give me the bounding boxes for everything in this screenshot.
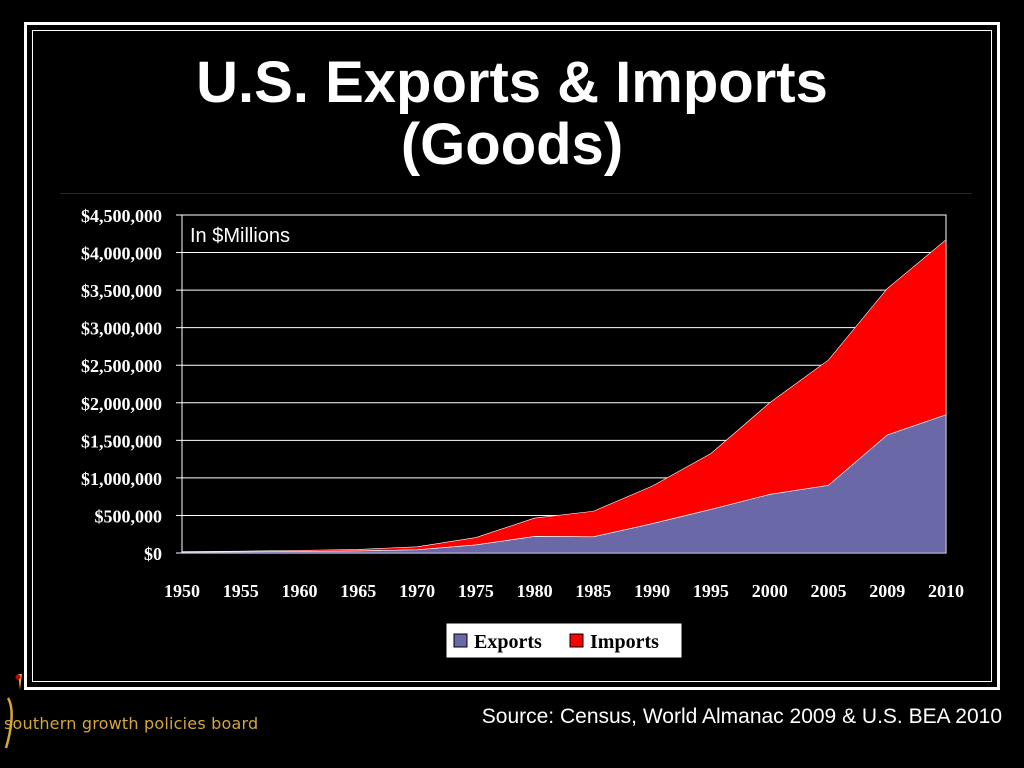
y-tick-label: $3,500,000 (81, 281, 162, 301)
x-tick-label: 1980 (517, 581, 553, 601)
slide-title: U.S. Exports & Imports (Goods) (0, 52, 1024, 176)
x-tick-label: 1950 (164, 581, 200, 601)
legend-swatch-exports (453, 633, 468, 648)
y-tick-label: $500,000 (95, 506, 163, 526)
x-tick-label: 2005 (810, 581, 846, 601)
x-tick-label: 1965 (340, 581, 376, 601)
y-tick-label: $1,500,000 (81, 431, 162, 451)
x-tick-label: 1995 (693, 581, 729, 601)
x-tick-label: 1955 (223, 581, 259, 601)
legend (445, 622, 683, 659)
x-tick-label: 1975 (458, 581, 494, 601)
title-line-2: (Goods) (400, 112, 624, 177)
title-line-1: U.S. Exports & Imports (196, 50, 828, 115)
y-tick-label: $4,000,000 (81, 244, 162, 264)
slide-frame-inner (32, 30, 992, 682)
x-tick-label: 1985 (575, 581, 611, 601)
legend-label-imports: Imports (590, 631, 659, 653)
y-tick-label: $1,000,000 (81, 469, 162, 489)
x-tick-label: 1970 (399, 581, 435, 601)
x-tick-label: 2009 (869, 581, 905, 601)
y-tick-label: $3,000,000 (81, 319, 162, 339)
units-annotation: In $Millions (190, 225, 290, 247)
legend-swatch-imports (569, 633, 584, 648)
title-divider (60, 193, 972, 194)
logo-mark-icon (4, 674, 22, 749)
y-tick-label: $2,000,000 (81, 394, 162, 414)
logo-text: southern growth policies board (4, 714, 259, 733)
exports-area (181, 414, 947, 554)
y-tick-label: $4,500,000 (81, 206, 162, 226)
y-tick-label: $0 (144, 544, 162, 564)
x-tick-label: 2000 (752, 581, 788, 601)
slide-frame-outer (24, 22, 1000, 690)
x-tick-label: 1990 (634, 581, 670, 601)
source-note: Source: Census, World Almanac 2009 & U.S… (481, 705, 1002, 728)
x-tick-label: 1960 (282, 581, 318, 601)
x-tick-label: 2010 (928, 581, 964, 601)
legend-label-exports: Exports (474, 631, 542, 653)
y-tick-label: $2,500,000 (81, 356, 162, 376)
